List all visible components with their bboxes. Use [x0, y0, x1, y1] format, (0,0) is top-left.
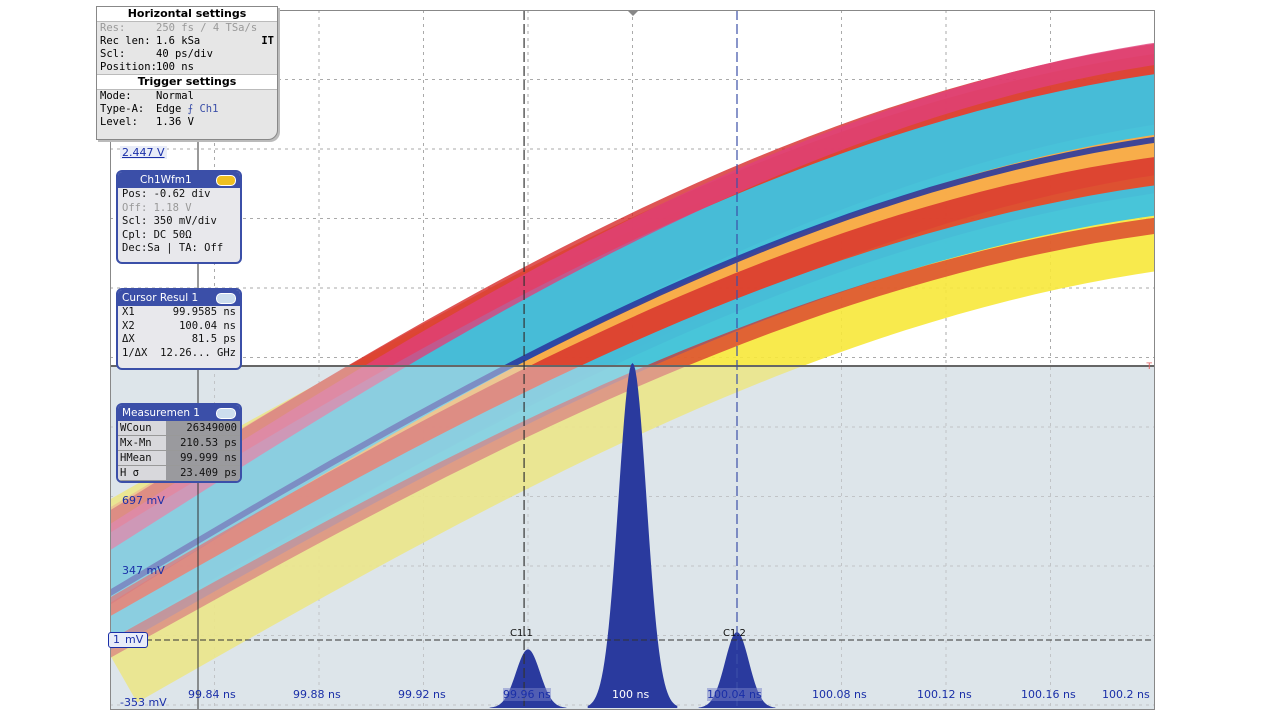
position-row: Position: 100 ns	[97, 61, 277, 74]
rec-len-row: Rec len: 1.6 kSa IT	[97, 35, 277, 48]
measurement-panel-title: Measuremen 1	[122, 407, 200, 419]
scl-row: Scl: 40 ps/div	[97, 48, 277, 61]
x-tick-4: 100 ns	[612, 688, 650, 701]
cursor-freq-key: 1/ΔX	[122, 346, 148, 359]
meas-hmean-value: 99.999 ns	[166, 451, 240, 465]
res-key: Res:	[100, 22, 126, 34]
scope-display[interactable]	[110, 10, 1155, 710]
cursor-dx-key: ΔX	[122, 333, 135, 345]
rising-edge-icon: ⨍	[187, 103, 194, 115]
ground-marker-unit: mV	[125, 633, 144, 646]
measurement-panel[interactable]: Measuremen 1 WCoun 26349000 Mx-Mn 210.53 p…	[116, 403, 242, 483]
eye-band-6	[110, 42, 1155, 551]
trigger-settings-title: Trigger settings	[97, 74, 277, 90]
meas-hsigma-row: H σ 23.409 ps	[118, 466, 240, 481]
rec-len-value: 1.6 kSa	[156, 35, 201, 47]
x-tick-1: 99.88 ns	[293, 688, 341, 701]
ch1-panel-header: Ch1Wfm1	[118, 172, 240, 188]
level-value: 1.36 V	[156, 116, 194, 128]
x-tick-9: 100.2 ns	[1102, 688, 1150, 701]
cursor-freq-row: 1/ΔX 12.26... GHz	[118, 347, 240, 361]
ground-marker-number: 1	[113, 633, 120, 646]
position-key: Position:	[100, 61, 157, 73]
eye-band-7	[110, 136, 1155, 597]
meas-wcount-row: WCoun 26349000	[118, 421, 240, 436]
cursor-panel-toggle-icon[interactable]	[216, 292, 236, 304]
voltage-label-697: 697 mV	[122, 494, 165, 507]
cursor-panel-header: Cursor Resul 1	[118, 290, 240, 306]
type-row: Type-A: Edge ⨍ Ch1	[97, 103, 277, 116]
position-value: 100 ns	[156, 61, 194, 73]
cursor-x2-key: X2	[122, 319, 135, 332]
type-key: Type-A:	[100, 103, 145, 115]
top-voltage-label: 2.447 V	[120, 146, 167, 159]
ch1-scl-row: Scl: 350 mV/div	[122, 215, 217, 227]
x-tick-0: 99.84 ns	[188, 688, 236, 701]
voltage-label-minus-353: -353 mV	[120, 696, 167, 709]
trigger-source: Ch1	[199, 103, 219, 115]
eye-band-5	[110, 185, 1155, 651]
meas-mxmn-row: Mx-Mn 210.53 ps	[118, 436, 240, 451]
histogram-peak-1	[587, 363, 678, 708]
cursor-x1-key: X1	[122, 306, 135, 318]
it-badge: IT	[261, 35, 274, 47]
ground-marker[interactable]: 1 mV	[108, 632, 149, 648]
cursor-x2-value: 100.04 ns	[179, 319, 236, 332]
cursor-x1-value: 99.9585 ns	[172, 306, 236, 318]
meas-mxmn-key: Mx-Mn	[118, 436, 166, 450]
mode-row: Mode: Normal	[97, 90, 277, 103]
x-tick-3: 99.96 ns	[503, 688, 551, 701]
meas-mxmn-value: 210.53 ps	[166, 436, 240, 450]
type-value-group: Edge ⨍ Ch1	[156, 103, 274, 116]
x-tick-8: 100.16 ns	[1021, 688, 1076, 701]
cursor-x2-row: X2 100.04 ns	[118, 320, 240, 334]
res-row: Res: 250 fs / 4 TSa/s	[97, 22, 277, 35]
mode-value: Normal	[156, 90, 194, 102]
trigger-position-marker	[627, 10, 639, 16]
measurement-panel-toggle-icon[interactable]	[216, 407, 236, 419]
trigger-level-marker[interactable]: T	[1146, 362, 1153, 372]
cursor-dx-value: 81.5 ps	[191, 333, 236, 345]
cursor-freq-value: 12.26... GHz	[160, 346, 236, 359]
cursor-results-panel[interactable]: Cursor Resul 1 X1 99.9585 ns X2 100.04 ns …	[116, 288, 242, 370]
cursor-x1-row: X1 99.9585 ns	[118, 306, 240, 320]
meas-hmean-row: HMean 99.999 ns	[118, 451, 240, 466]
ch1-pos-row: Pos: -0.62 div	[122, 188, 211, 200]
waveform-canvas[interactable]	[110, 10, 1155, 710]
meas-hsigma-value: 23.409 ps	[166, 466, 240, 480]
cursor-label-c12[interactable]: C1.2	[723, 628, 746, 639]
scl-key: Scl:	[100, 48, 126, 60]
mode-key: Mode:	[100, 90, 132, 102]
horizontal-settings-panel[interactable]: Horizontal settings Res: 250 fs / 4 TSa/…	[96, 6, 278, 140]
x-tick-5: 100.04 ns	[707, 688, 762, 701]
res-value: 250 fs / 4 TSa/s	[156, 22, 258, 34]
cursor-label-c11[interactable]: C1.1	[510, 628, 533, 639]
ch1-waveform-panel[interactable]: Ch1Wfm1 Pos: -0.62 div Off: 1.18 V Scl: …	[116, 170, 242, 264]
voltage-label-347: 347 mV	[122, 564, 165, 577]
meas-hsigma-key: H σ	[118, 466, 166, 480]
ch1-panel-title: Ch1Wfm1	[140, 174, 192, 186]
x-tick-2: 99.92 ns	[398, 688, 446, 701]
type-value: Edge	[156, 103, 182, 115]
scl-value: 40 ps/div	[156, 48, 213, 60]
cursor-dx-row: ΔX 81.5 ps	[118, 333, 240, 347]
meas-hmean-key: HMean	[118, 451, 166, 465]
rec-len-key: Rec len:	[100, 35, 151, 47]
x-tick-7: 100.12 ns	[917, 688, 972, 701]
ch1-panel-toggle-icon[interactable]	[216, 174, 236, 186]
measurement-panel-header: Measuremen 1	[118, 405, 240, 421]
meas-wcount-key: WCoun	[118, 421, 166, 435]
ch1-off-row: Off: 1.18 V	[122, 201, 192, 214]
level-key: Level:	[100, 116, 138, 128]
cursor-panel-title: Cursor Resul 1	[122, 292, 199, 304]
horizontal-settings-title: Horizontal settings	[97, 7, 277, 22]
ch1-cpl-row: Cpl: DC 50Ω	[122, 228, 192, 241]
x-tick-6: 100.08 ns	[812, 688, 867, 701]
ch1-dec-row: Dec:Sa | TA: Off	[122, 242, 224, 254]
eye-band-4	[110, 156, 1155, 640]
meas-wcount-value: 26349000	[166, 421, 240, 435]
eye-band-3	[110, 74, 1155, 603]
level-row: Level: 1.36 V	[97, 116, 277, 129]
